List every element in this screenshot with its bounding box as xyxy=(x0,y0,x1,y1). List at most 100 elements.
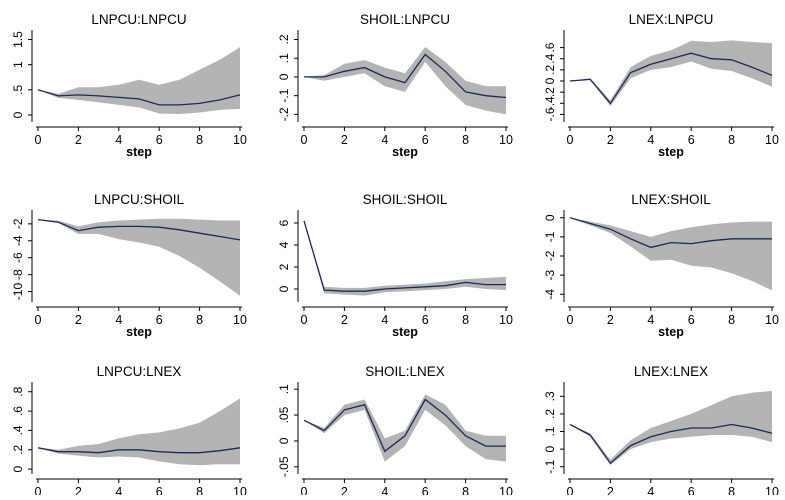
x-tick-label: 0 xyxy=(301,313,308,327)
x-tick-label: 0 xyxy=(567,133,574,147)
x-tick-label: 10 xyxy=(233,485,247,495)
x-tick-label: 6 xyxy=(156,133,163,147)
x-axis-label: step xyxy=(658,145,684,159)
panel-title: LNEX:SHOIL xyxy=(631,192,711,207)
y-tick-label: -1 xyxy=(543,231,557,242)
y-tick-label: .6 xyxy=(543,42,557,52)
y-tick-label: 0 xyxy=(543,77,557,84)
x-axis-label: step xyxy=(392,145,418,159)
y-tick-label: .2 xyxy=(277,34,291,44)
x-tick-label: 2 xyxy=(75,133,82,147)
x-tick-label: 0 xyxy=(301,485,308,495)
y-tick-label: .1 xyxy=(543,426,557,436)
x-tick-label: 10 xyxy=(499,485,513,495)
x-tick-label: 6 xyxy=(156,313,163,327)
x-tick-label: 10 xyxy=(233,313,247,327)
confidence-band xyxy=(570,40,772,107)
confidence-band xyxy=(304,220,506,296)
irf-line xyxy=(569,52,773,105)
y-tick-label: 0 xyxy=(277,285,291,292)
x-axis-label: step xyxy=(126,145,152,159)
x-tick-label: 8 xyxy=(462,313,469,327)
panel-4: LNPCU:SHOIL -10 -8 -6 -4 -2 0 2 4 6 8 10 step xyxy=(11,192,247,339)
x-tick-label: 10 xyxy=(499,313,513,327)
x-axis-label: step xyxy=(126,325,152,339)
x-tick-label: 6 xyxy=(422,485,429,495)
panel-title: LNPCU:SHOIL xyxy=(94,192,185,207)
confidence-band xyxy=(38,47,240,114)
irf-line xyxy=(569,217,772,249)
x-axis-label: step xyxy=(392,325,418,339)
panel-5: SHOIL:SHOIL 0 2 4 6 0 2 4 6 8 10 step xyxy=(277,192,513,339)
x-axis-label: step xyxy=(658,325,684,339)
confidence-band xyxy=(570,217,772,291)
x-tick-label: 4 xyxy=(647,485,654,495)
irf-line xyxy=(37,447,241,454)
y-tick-label: -.1 xyxy=(277,88,291,102)
x-tick-label: 4 xyxy=(381,485,388,495)
y-tick-label: -.1 xyxy=(543,459,557,473)
x-tick-label: 4 xyxy=(115,485,122,495)
panel-title: LNEX:LNEX xyxy=(634,364,708,379)
y-tick-label: .2 xyxy=(543,409,557,419)
irf-line xyxy=(37,89,241,106)
panel-title: SHOIL:LNEX xyxy=(365,364,445,379)
panel-2: SHOIL:LNPCU -.2 -.1 0 .1 .2 0 2 4 6 8 10 step xyxy=(277,12,513,159)
y-tick-label: 1.5 xyxy=(11,31,25,48)
y-tick-label: .4 xyxy=(543,53,557,63)
x-tick-label: 10 xyxy=(499,133,513,147)
y-tick-label: 6 xyxy=(277,219,291,226)
irf-line xyxy=(303,398,506,453)
y-tick-label: 4 xyxy=(277,241,291,248)
y-tick-label: -10 xyxy=(11,283,25,301)
x-tick-label: 2 xyxy=(607,133,614,147)
x-tick-label: 8 xyxy=(196,485,203,495)
y-tick-label: 0 xyxy=(543,214,557,221)
y-tick-label: 0 xyxy=(11,465,25,472)
confidence-band xyxy=(304,394,506,462)
y-tick-label: -.05 xyxy=(277,456,291,477)
x-tick-label: 8 xyxy=(728,313,735,327)
irf-line xyxy=(303,220,506,292)
x-tick-label: 4 xyxy=(115,133,122,147)
panel-title: SHOIL:SHOIL xyxy=(363,192,448,207)
y-tick-label: -8 xyxy=(11,269,25,280)
confidence-band xyxy=(570,391,772,465)
y-tick-label: 0 xyxy=(277,437,291,444)
confidence-band xyxy=(304,47,506,115)
y-tick-label: 2 xyxy=(277,263,291,270)
irf-line xyxy=(569,423,773,465)
y-tick-label: -3 xyxy=(543,269,557,280)
y-tick-label: 0 xyxy=(543,445,557,452)
x-tick-label: 8 xyxy=(462,133,469,147)
x-tick-label: 6 xyxy=(688,313,695,327)
panel-title: LNPCU:LNPCU xyxy=(91,12,186,27)
panel-title: LNPCU:LNEX xyxy=(97,364,182,379)
x-tick-label: 10 xyxy=(765,313,779,327)
x-tick-label: 6 xyxy=(688,485,695,495)
x-tick-label: 0 xyxy=(567,485,574,495)
x-tick-label: 4 xyxy=(381,133,388,147)
y-tick-label: .1 xyxy=(277,384,291,394)
x-tick-label: 6 xyxy=(156,485,163,495)
y-tick-label: .4 xyxy=(11,425,25,435)
y-tick-label: .1 xyxy=(277,53,291,63)
x-tick-label: 10 xyxy=(765,485,779,495)
panel-title: SHOIL:LNPCU xyxy=(360,12,450,27)
x-tick-label: 0 xyxy=(35,313,42,327)
y-tick-label: .5 xyxy=(11,85,25,95)
x-tick-label: 0 xyxy=(35,133,42,147)
y-tick-label: -6 xyxy=(11,252,25,263)
x-tick-label: 0 xyxy=(301,133,308,147)
y-tick-label: 0 xyxy=(277,73,291,80)
x-tick-label: 2 xyxy=(341,485,348,495)
x-tick-label: 8 xyxy=(462,485,469,495)
y-tick-label: -2 xyxy=(11,218,25,229)
irf-line xyxy=(37,218,241,241)
x-tick-label: 4 xyxy=(381,313,388,327)
x-tick-label: 4 xyxy=(647,313,654,327)
x-tick-label: 2 xyxy=(341,133,348,147)
